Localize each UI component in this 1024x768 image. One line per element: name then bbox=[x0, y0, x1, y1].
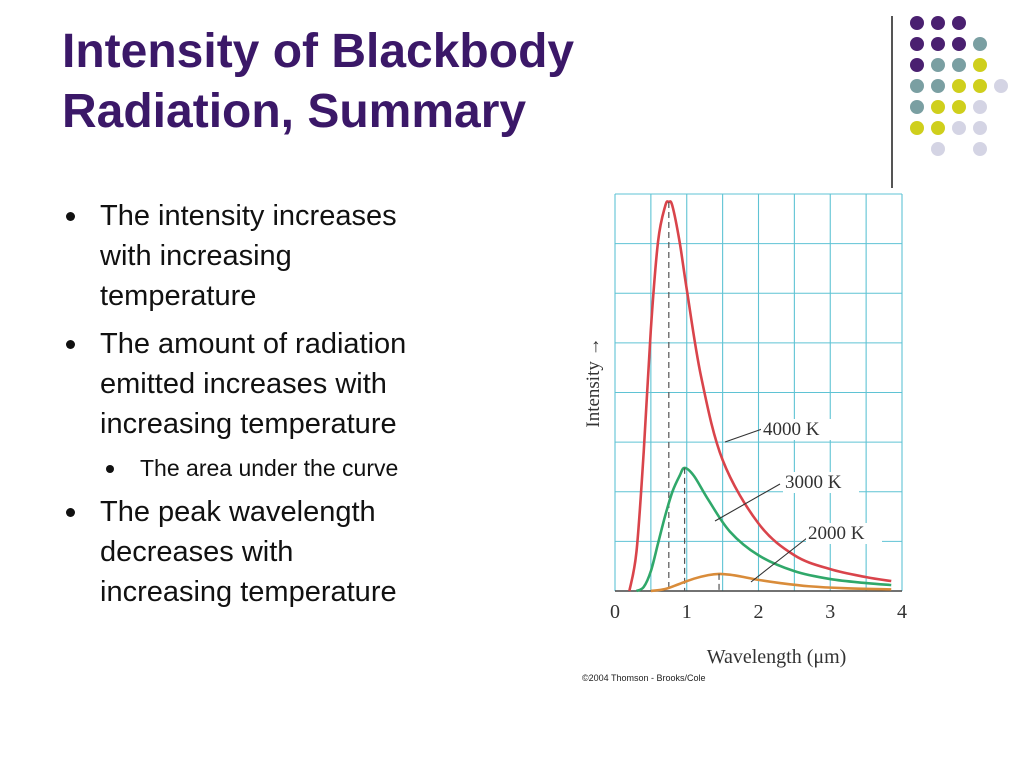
series-line-2000-k bbox=[650, 572, 892, 593]
bullet-text-line: The area under the curve bbox=[140, 455, 399, 481]
slide-title-line: Radiation, Summary bbox=[62, 85, 527, 138]
decorative-dot bbox=[952, 79, 966, 93]
decorative-dot bbox=[973, 121, 987, 135]
decorative-dot bbox=[910, 79, 924, 93]
decorative-dot bbox=[910, 100, 924, 114]
series-label-leader bbox=[714, 483, 781, 522]
x-axis-label: Wavelength (μm) bbox=[707, 646, 847, 668]
decorative-dot bbox=[910, 16, 924, 30]
series-label-leader bbox=[724, 427, 766, 443]
bullet-text-line: The intensity increases bbox=[100, 200, 397, 232]
bullet-text-line: increasing temperature bbox=[100, 576, 397, 608]
x-tick-label: 4 bbox=[897, 601, 907, 623]
series-label-background bbox=[783, 472, 859, 493]
decorative-dot bbox=[910, 58, 924, 72]
decorative-dot bbox=[931, 58, 945, 72]
decorative-dot bbox=[973, 142, 987, 156]
decorative-dot bbox=[952, 121, 966, 135]
bullet-item: The intensity increases with increasing te… bbox=[62, 196, 502, 316]
chart-credit: ©2004 Thomson - Brooks/Cole bbox=[582, 673, 706, 683]
series-line-4000-k bbox=[628, 200, 892, 592]
decorative-dot bbox=[973, 100, 987, 114]
series-label-background bbox=[761, 419, 837, 440]
blackbody-chart: 4000 K 3000 K 2000 K 0 1 2 3 4 Wavelength (μm) In… bbox=[575, 188, 920, 688]
decorative-dot bbox=[952, 37, 966, 51]
series-label: 2000 K bbox=[808, 523, 865, 544]
bullet-text-line: emitted increases with bbox=[100, 368, 387, 400]
title-divider bbox=[891, 16, 893, 188]
decorative-dot bbox=[994, 79, 1008, 93]
sub-bullet-item: The area under the curve bbox=[62, 452, 502, 484]
bullet-item: The amount of radiation emitted increases… bbox=[62, 324, 502, 444]
decorative-dot bbox=[973, 37, 987, 51]
decorative-dot bbox=[952, 58, 966, 72]
series-line-3000-k bbox=[635, 466, 892, 593]
series-label: 3000 K bbox=[785, 472, 842, 493]
decorative-dot bbox=[931, 37, 945, 51]
chart-background bbox=[575, 188, 920, 688]
decorative-dot bbox=[952, 16, 966, 30]
decorative-dot bbox=[910, 37, 924, 51]
decorative-dot bbox=[931, 121, 945, 135]
x-tick-label: 2 bbox=[754, 601, 764, 623]
series-label-background bbox=[806, 523, 882, 544]
decorative-dot bbox=[931, 100, 945, 114]
x-tick-label: 0 bbox=[610, 601, 620, 623]
slide-title-line: Intensity of Blackbody bbox=[62, 25, 575, 78]
y-axis-label: Intensity → bbox=[583, 337, 604, 427]
x-tick-label: 3 bbox=[825, 601, 835, 623]
decorative-dot bbox=[910, 121, 924, 135]
bullet-text-line: increasing temperature bbox=[100, 408, 397, 440]
decorative-dot bbox=[931, 142, 945, 156]
bullet-text-line: The amount of radiation bbox=[100, 328, 407, 360]
decorative-dot bbox=[931, 16, 945, 30]
chart-svg: 4000 K 3000 K 2000 K 0 1 2 3 4 Wavelength (μm) In… bbox=[575, 188, 920, 688]
series-label: 4000 K bbox=[763, 419, 820, 440]
decorative-dot bbox=[973, 79, 987, 93]
bullet-list: The intensity increases with increasing te… bbox=[62, 196, 502, 620]
bullet-text-line: The peak wavelength bbox=[100, 496, 376, 528]
bullet-item: The peak wavelength decreases with increas… bbox=[62, 492, 502, 612]
bullet-text-line: with increasing bbox=[100, 240, 292, 272]
bullet-text-line: temperature bbox=[100, 280, 257, 312]
decorative-dot bbox=[931, 79, 945, 93]
bullet-text-line: decreases with bbox=[100, 536, 294, 568]
series-label-leader bbox=[750, 537, 808, 583]
decorative-dot bbox=[952, 100, 966, 114]
x-tick-label: 1 bbox=[682, 601, 692, 623]
slide-title: Intensity of Blackbody Radiation, Summary bbox=[62, 22, 822, 142]
decorative-dot bbox=[973, 58, 987, 72]
